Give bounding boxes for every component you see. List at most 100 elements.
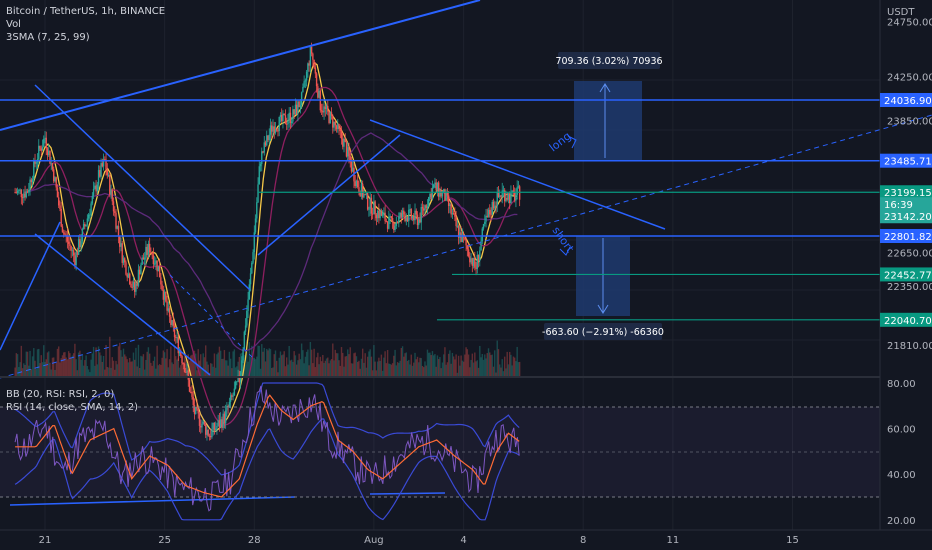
candle-body-339	[436, 182, 439, 191]
upper-channel-line[interactable]	[0, 0, 481, 131]
trend-drawings[interactable]	[0, 0, 932, 506]
volume-bar-23	[43, 345, 45, 377]
volume-bar-389	[499, 364, 501, 377]
volume-bar-366	[470, 359, 472, 377]
candle-body-14	[31, 178, 34, 183]
diagonal-down-1[interactable]	[34, 84, 251, 291]
price-badge-2	[880, 185, 932, 200]
volume-bar-251	[327, 357, 329, 377]
volume-bar-360	[462, 361, 465, 377]
volume-bar-87	[122, 348, 125, 377]
volume-bar-257	[334, 349, 336, 377]
bb-legend[interactable]: BB (20, RSI: RSI, 2, 0)	[6, 389, 115, 400]
candle-body-57	[85, 224, 87, 227]
candle-body-271	[352, 167, 354, 172]
candle-body-392	[502, 190, 505, 192]
volume-bar-291	[376, 361, 379, 377]
volume-bar-239	[312, 363, 314, 377]
candle-body-229	[299, 105, 302, 108]
rsi-support-2[interactable]	[369, 492, 446, 495]
candle-body-325	[419, 219, 421, 223]
candle-body-116	[158, 266, 161, 278]
candle-body-243	[317, 86, 319, 98]
candle-body-375	[481, 228, 483, 242]
volume-bar-130	[176, 359, 178, 377]
rising-channel[interactable]	[257, 134, 401, 256]
volume-bar-208	[273, 354, 275, 377]
time-tick-5: 8	[580, 535, 586, 546]
volume-bar-337	[434, 354, 436, 377]
volume-bar-221	[289, 360, 292, 377]
volume-bar-361	[464, 354, 466, 377]
volume-bar-128	[173, 346, 176, 377]
candle-body-149	[200, 425, 202, 428]
candle-body-266	[345, 142, 348, 157]
candle-body-274	[355, 180, 358, 187]
candle-body-147	[197, 408, 199, 414]
volume-bar-148	[198, 360, 201, 377]
candle-body-389	[499, 195, 501, 197]
candle-body-322	[415, 210, 417, 215]
volume-bar-295	[381, 370, 384, 377]
candle-body-306	[395, 222, 398, 226]
volume-bar-40	[64, 352, 66, 377]
volume-bar-247	[322, 355, 324, 377]
candle-body-68	[99, 170, 101, 177]
volume-bar-85	[120, 350, 122, 377]
rsi-support[interactable]	[9, 496, 296, 506]
volume-bar-210	[276, 360, 278, 377]
candle-body-247	[322, 110, 324, 113]
candle-body-93	[130, 283, 132, 287]
sma-legend[interactable]: 3SMA (7, 25, 99)	[6, 32, 90, 43]
candle-body-259	[337, 123, 339, 130]
candle-body-125	[170, 316, 172, 325]
volume-bar-118	[161, 357, 163, 377]
volume-bar-18	[36, 349, 39, 377]
volume-bar-199	[262, 351, 264, 377]
volume-bar-51	[77, 352, 80, 377]
candle-body-3	[18, 189, 20, 191]
candle-body-49	[75, 251, 77, 266]
candle-body-279	[361, 183, 364, 198]
horizontal-levels[interactable]	[0, 99, 880, 321]
candle-body-180	[238, 375, 241, 383]
volume-bar-21	[40, 355, 42, 377]
left-support-ray[interactable]	[0, 221, 61, 351]
time-axis[interactable]: 21 25 28 Aug 4 8 11 15	[0, 529, 932, 546]
volume-bar-281	[364, 353, 366, 377]
price-badge-label-5: 22801.82	[884, 232, 932, 243]
candle-body-103	[142, 257, 145, 260]
volume-bar-183	[242, 358, 244, 377]
diagonal-down-2[interactable]	[34, 233, 211, 376]
candle-body-372	[477, 254, 480, 261]
short-measure-box	[544, 323, 662, 340]
volume-bar-161	[214, 367, 217, 377]
price-axis[interactable]: 24750.00 24250.00 23850.00 22650.00 22350.00…	[887, 17, 932, 526]
volume-bar-11	[28, 365, 30, 377]
price-tick-1: 24250.00	[887, 73, 932, 84]
volume-bar-343	[441, 362, 444, 377]
candle-body-15	[33, 160, 35, 179]
volume-bar-90	[126, 359, 128, 377]
volume-legend[interactable]: Vol	[6, 19, 21, 30]
symbol-title[interactable]: Bitcoin / TetherUS, 1h, BINANCE	[6, 6, 166, 17]
volume-bar-147	[197, 349, 199, 377]
volume-bar-383	[491, 354, 493, 377]
candle-body-296	[383, 212, 385, 214]
volume-bar-57	[85, 355, 87, 377]
price-tick-0: 24750.00	[887, 17, 932, 28]
candle-body-249	[324, 106, 327, 109]
volume-bar-2	[16, 354, 19, 377]
volume-bar-152	[203, 357, 206, 377]
rsi-legend[interactable]: RSI (14, close, SMA, 14, 2)	[6, 402, 139, 413]
candle-body-248	[323, 106, 325, 113]
volume-bar-149	[200, 354, 202, 377]
indicator-legend: BB (20, RSI: RSI, 2, 0) RSI (14, close, …	[6, 388, 138, 414]
descending-resistance[interactable]	[369, 119, 666, 230]
volume-bar-398	[510, 354, 512, 377]
volume-bar-59	[87, 369, 90, 377]
volume-bar-16	[34, 360, 36, 377]
candle-body-373	[479, 250, 481, 261]
volume-bar-227	[297, 360, 299, 377]
